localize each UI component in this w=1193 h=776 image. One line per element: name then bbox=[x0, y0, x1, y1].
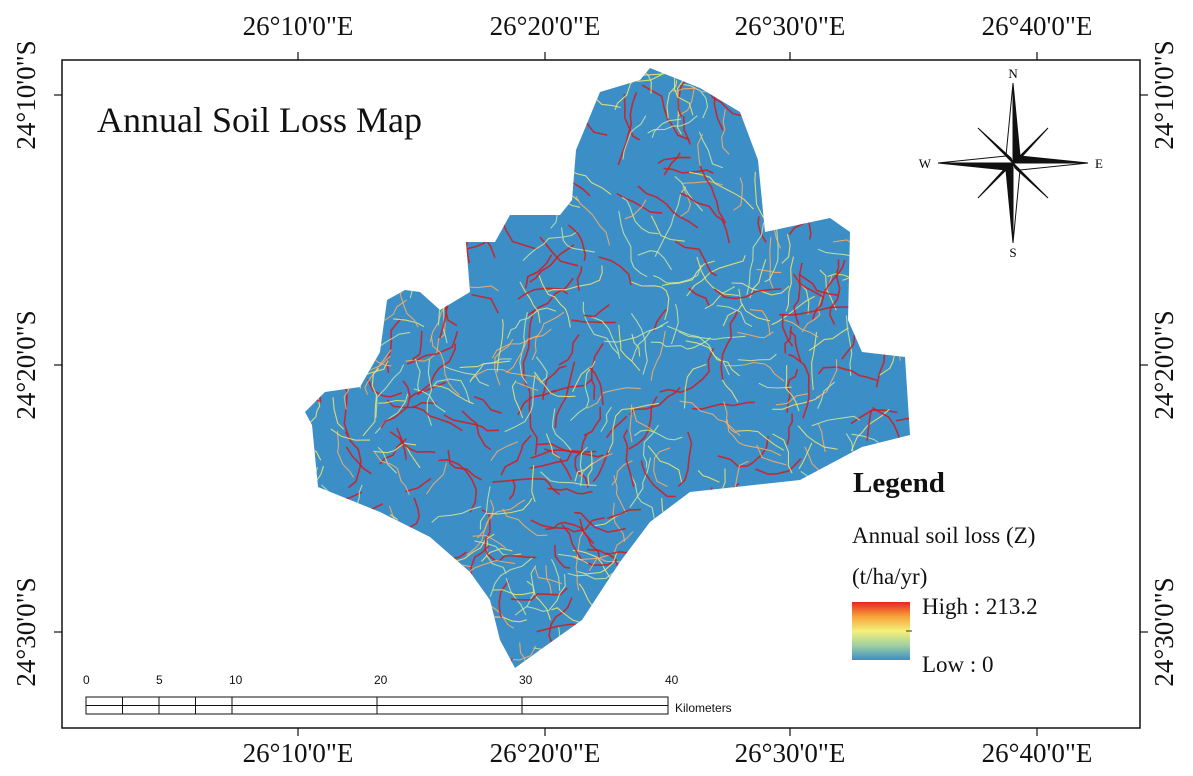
scale-tick-label: 0 bbox=[83, 673, 90, 687]
scale-segment bbox=[232, 697, 377, 706]
scale-segment bbox=[86, 697, 123, 706]
compass-s: S bbox=[1009, 245, 1016, 260]
compass-w: W bbox=[919, 156, 932, 171]
scale-tick-label: 10 bbox=[229, 673, 243, 687]
compass-e: E bbox=[1095, 156, 1103, 171]
scale-segment bbox=[522, 697, 668, 706]
right-coord-label: 24°20'0"S bbox=[1149, 310, 1179, 419]
scale-tick-label: 40 bbox=[665, 673, 679, 687]
scale-tick-label: 20 bbox=[374, 673, 388, 687]
bottom-coord-label: 26°40'0"E bbox=[982, 738, 1093, 768]
top-coord-label: 26°30'0"E bbox=[735, 11, 846, 41]
left-coord-label: 24°10'0"S bbox=[11, 40, 41, 149]
scale-segment bbox=[377, 706, 522, 715]
top-coord-label: 26°20'0"E bbox=[490, 11, 601, 41]
map-title: Annual Soil Loss Map bbox=[97, 100, 422, 140]
legend-field: Annual soil loss (Z) bbox=[852, 523, 1035, 548]
scale-segment bbox=[123, 706, 160, 715]
legend-title: Legend bbox=[853, 467, 945, 499]
bottom-coord-label: 26°20'0"E bbox=[490, 738, 601, 768]
scale-tick-label: 30 bbox=[519, 673, 533, 687]
right-coord-label: 24°10'0"S bbox=[1149, 40, 1179, 149]
map-figure: 26°10'0"E 26°20'0"E 26°30'0"E 26°40'0"E 26°1… bbox=[0, 0, 1193, 776]
left-coord-label: 24°20'0"S bbox=[11, 310, 41, 419]
bottom-coord-label: 26°30'0"E bbox=[735, 738, 846, 768]
bottom-coord-label: 26°10'0"E bbox=[243, 738, 354, 768]
legend-low: Low : 0 bbox=[922, 652, 994, 677]
scale-segment bbox=[196, 706, 233, 715]
top-coord-label: 26°10'0"E bbox=[243, 11, 354, 41]
scale-tick-label: 5 bbox=[156, 673, 163, 687]
scale-unit: Kilometers bbox=[675, 701, 732, 715]
scale-segment bbox=[159, 697, 196, 706]
top-coord-label: 26°40'0"E bbox=[982, 11, 1093, 41]
legend-unit: (t/ha/yr) bbox=[852, 564, 927, 589]
left-coord-label: 24°30'0"S bbox=[11, 577, 41, 686]
legend-ramp bbox=[852, 602, 910, 660]
legend-high: High : 213.2 bbox=[922, 594, 1038, 619]
right-coord-label: 24°30'0"S bbox=[1149, 577, 1179, 686]
compass-n: N bbox=[1008, 66, 1018, 81]
